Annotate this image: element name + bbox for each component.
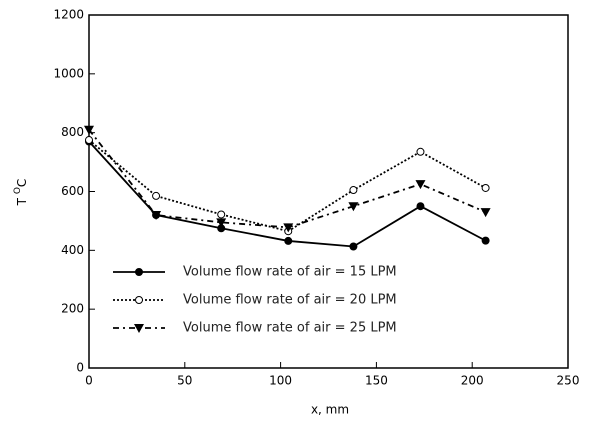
x-tick-label: 50 xyxy=(177,374,192,388)
y-axis-label-unit: C xyxy=(15,179,29,187)
x-tick-label: 200 xyxy=(461,374,484,388)
legend-marker xyxy=(135,268,143,276)
legend-label: Volume flow rate of air = 25 LPM xyxy=(183,321,397,336)
y-axis-label-main: T xyxy=(15,197,29,206)
legend-label: Volume flow rate of air = 15 LPM xyxy=(183,265,397,280)
y-tick-label: 1000 xyxy=(53,66,84,80)
y-axis-label: T OC xyxy=(13,179,29,207)
marker xyxy=(416,202,425,211)
x-tick-label: 100 xyxy=(269,374,292,388)
y-tick-label: 0 xyxy=(76,361,84,375)
x-tick-label: 250 xyxy=(557,374,580,388)
marker xyxy=(283,223,294,233)
marker xyxy=(481,236,490,245)
marker xyxy=(151,211,162,221)
marker xyxy=(152,191,161,200)
marker xyxy=(84,125,94,135)
marker xyxy=(216,218,227,228)
y-tick-label: 200 xyxy=(61,302,84,316)
marker xyxy=(481,183,490,192)
marker xyxy=(217,210,226,219)
y-tick-label: 400 xyxy=(61,243,84,257)
marker xyxy=(480,208,491,218)
marker xyxy=(284,236,293,245)
marker xyxy=(85,136,93,145)
y-tick-label: 800 xyxy=(61,125,84,139)
marker xyxy=(416,147,425,156)
y-tick-label: 600 xyxy=(61,184,84,198)
marker xyxy=(349,186,358,195)
marker xyxy=(348,202,359,212)
marker xyxy=(415,180,426,190)
x-axis-label: x, mm xyxy=(311,403,349,417)
x-tick-label: 150 xyxy=(365,374,388,388)
marker xyxy=(349,242,358,251)
legend-marker xyxy=(134,324,144,333)
legend-label: Volume flow rate of air = 20 LPM xyxy=(183,293,397,308)
x-tick-label: 0 xyxy=(85,374,93,388)
legend-marker xyxy=(135,296,143,304)
y-axis-label-sup: O xyxy=(13,187,23,194)
y-tick-label: 1200 xyxy=(53,8,84,22)
